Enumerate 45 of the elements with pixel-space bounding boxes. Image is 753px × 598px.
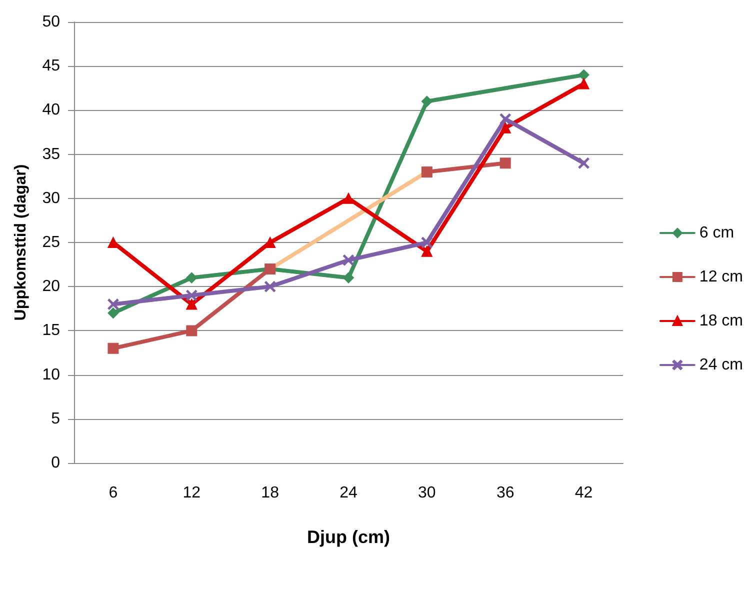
x-tick-label: 36 (496, 484, 514, 502)
x-tick-label: 18 (261, 484, 280, 502)
legend-label: 18 cm (699, 312, 744, 330)
legend-label: 24 cm (699, 356, 744, 374)
point (343, 192, 354, 204)
x-tick-label: 12 (182, 484, 201, 502)
y-tick-label: 20 (42, 278, 60, 296)
x-tick-label: 42 (574, 484, 593, 502)
legend-label: 6 cm (699, 224, 734, 242)
point (343, 254, 354, 266)
y-tick-label: 40 (42, 102, 60, 119)
point (421, 166, 432, 178)
x-tick-label: 24 (340, 484, 358, 502)
y-tick-label: 50 (42, 14, 60, 30)
point (421, 237, 432, 248)
point (343, 272, 354, 284)
y-tick-label: 45 (42, 58, 60, 75)
point (500, 158, 511, 169)
point (186, 298, 198, 310)
point (186, 272, 198, 284)
y-tick-label: 10 (42, 366, 60, 384)
y-tick-label: 30 (42, 190, 60, 207)
point (578, 78, 590, 90)
point (264, 237, 276, 248)
point (108, 342, 119, 354)
point (186, 325, 198, 336)
point (108, 308, 119, 319)
point (500, 114, 511, 125)
point (108, 298, 119, 310)
point (421, 96, 432, 107)
x-axis-title: Djup (cm) (307, 527, 390, 547)
y-tick-label: 5 (51, 410, 60, 428)
y-axis-title: Uppkomsttid (dagar) (12, 164, 30, 321)
x-tick-label: 6 (108, 484, 118, 502)
y-tick-label: 25 (42, 234, 60, 251)
point (500, 122, 511, 134)
y-tick-label: 0 (51, 454, 60, 472)
point (421, 246, 432, 257)
x-tick-label: 30 (418, 484, 436, 502)
point (578, 158, 590, 169)
legend-label: 12 cm (699, 268, 744, 286)
y-tick-label: 35 (42, 146, 60, 163)
y-tick-label: 15 (42, 322, 60, 340)
point (264, 281, 276, 292)
point (186, 290, 198, 301)
